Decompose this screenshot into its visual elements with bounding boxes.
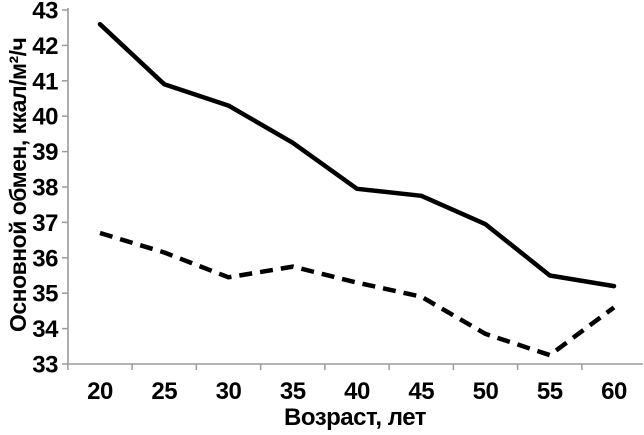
y-tick-label: 41 (32, 68, 58, 95)
y-tick-label: 33 (32, 352, 58, 379)
y-tick-label: 34 (32, 316, 59, 343)
y-tick-label: 36 (32, 245, 58, 272)
x-tick-label: 45 (408, 378, 434, 405)
x-tick-label: 20 (87, 378, 113, 405)
x-tick-label: 30 (216, 378, 242, 405)
solid-data-line (97, 21, 617, 289)
x-tick-label: 40 (344, 378, 370, 405)
x-tick-label: 35 (280, 378, 306, 405)
y-tick-label: 42 (32, 33, 58, 60)
dashed-data-line (99, 230, 616, 358)
x-tick-label: 25 (151, 378, 177, 405)
y-tick-label: 38 (32, 175, 58, 202)
x-tick-label: 50 (473, 378, 499, 405)
x-tick-label: 60 (601, 378, 627, 405)
y-tick-label: 35 (32, 281, 58, 308)
y-tick-label: 39 (32, 139, 58, 166)
y-axis-title: Основной обмен, ккал/м²/ч (5, 37, 31, 332)
x-tick-label: 55 (537, 378, 563, 405)
y-tick-label: 43 (32, 0, 58, 25)
y-tick-label: 40 (32, 104, 58, 131)
x-axis-title: Возраст, лет (284, 404, 426, 431)
y-tick-label: 37 (32, 210, 58, 237)
